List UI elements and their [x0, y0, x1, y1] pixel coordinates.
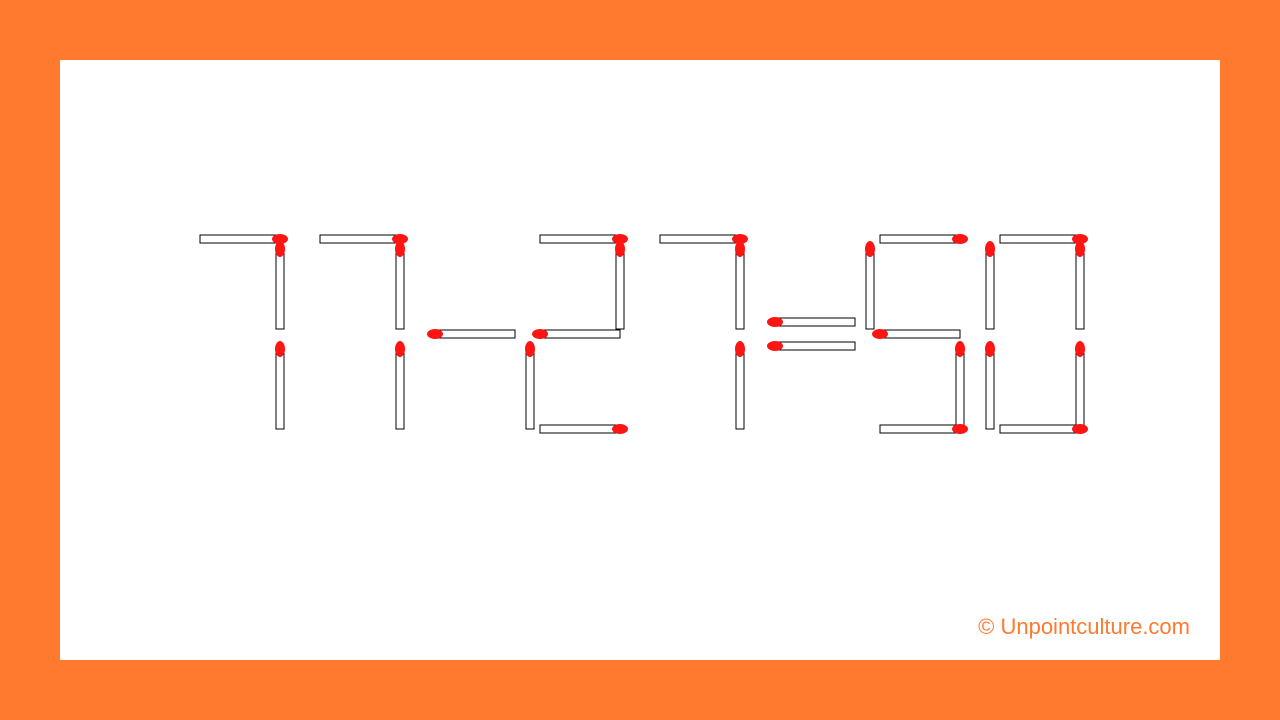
- matchstick: [273, 239, 287, 339]
- digit-7: [650, 239, 750, 439]
- matchstick: [613, 239, 627, 339]
- matchstick: [870, 422, 970, 436]
- operator-equals: [775, 239, 845, 439]
- matchstick: [530, 327, 630, 341]
- matchstick: [983, 339, 997, 439]
- digit-2: [530, 239, 630, 439]
- matchstick: [863, 239, 877, 339]
- digit-5: [870, 239, 970, 439]
- matchstick: [393, 239, 407, 339]
- matchstick: [983, 239, 997, 339]
- puzzle-card: © Unpointculture.com: [60, 60, 1220, 660]
- matchstick: [273, 339, 287, 439]
- matchstick: [870, 232, 970, 246]
- matchstick: [425, 327, 525, 341]
- matchstick: [990, 422, 1090, 436]
- matchstick: [530, 422, 630, 436]
- credit-text: © Unpointculture.com: [978, 614, 1190, 640]
- operator-minus: [435, 239, 505, 439]
- matchstick: [1073, 239, 1087, 339]
- matchstick: [765, 315, 865, 329]
- matchstick: [765, 339, 865, 353]
- matchstick: [733, 239, 747, 339]
- digit-0: [990, 239, 1090, 439]
- matchstick: [733, 339, 747, 439]
- digit-7: [190, 239, 290, 439]
- matchstick-equation: [190, 239, 1090, 459]
- matchstick: [393, 339, 407, 439]
- digit-7: [310, 239, 410, 439]
